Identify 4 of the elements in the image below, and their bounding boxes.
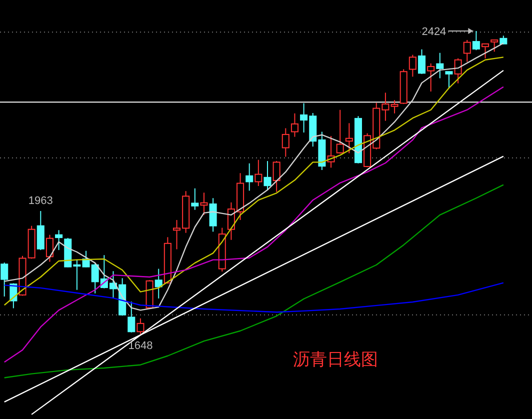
annotation: 1648 [128, 340, 153, 352]
title: 沥青日线图 [293, 350, 378, 370]
annotation: 1963 [28, 195, 53, 208]
annotation: 2424 [422, 26, 446, 38]
